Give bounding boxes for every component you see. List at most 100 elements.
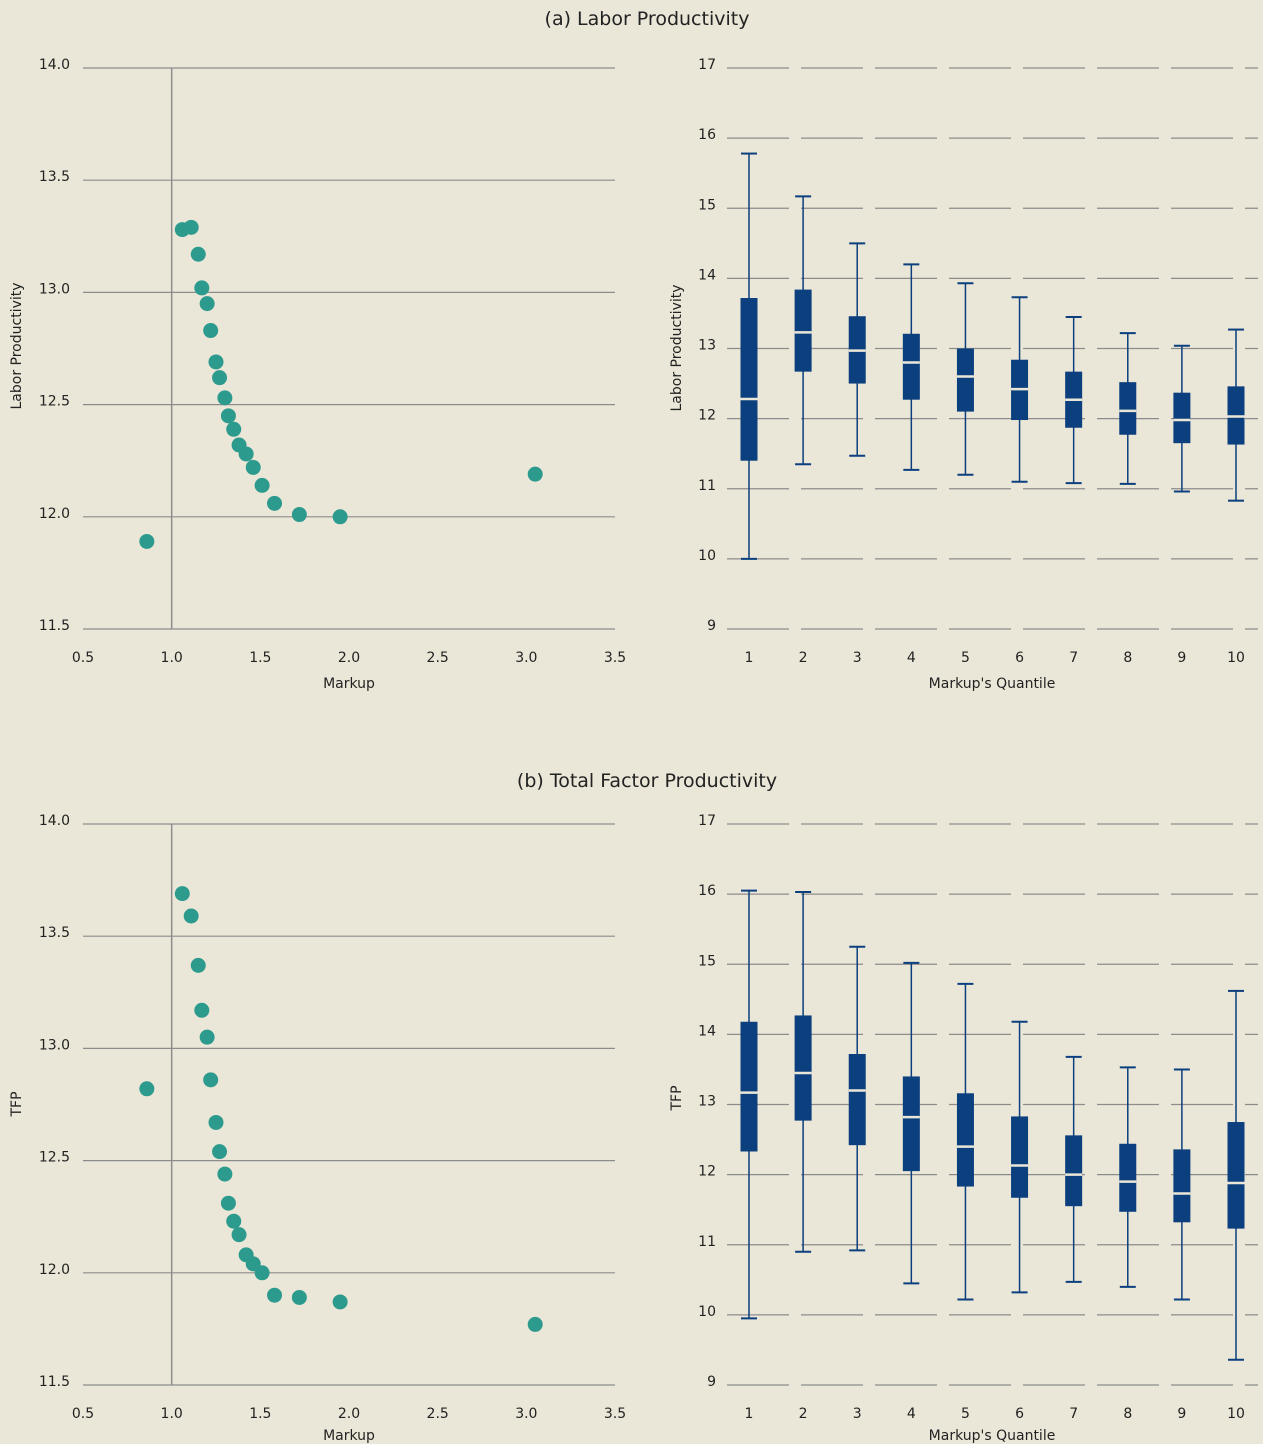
y-tick-label: 14 [698,1023,716,1039]
box-7 [1065,317,1082,483]
y-tick-label: 17 [698,813,716,829]
scatter-point [528,467,543,482]
x-tick-label: 2.5 [427,650,449,666]
y-tick-label: 14.0 [39,813,70,829]
panel-title-b: (b) Total Factor Productivity [517,770,777,792]
scatter-point [221,1196,236,1211]
box-body [1173,1149,1190,1222]
y-tick-label: 13.0 [39,1037,70,1053]
y-axis-label: Labor Productivity [669,284,685,411]
y-tick-label: 12 [698,408,716,424]
scatter-point [226,1214,241,1229]
y-tick-label: 12.5 [39,394,70,410]
box-body [1228,1122,1245,1229]
y-tick-label: 13.0 [39,281,70,297]
y-axis-label: TFP [9,1091,25,1117]
y-axis-label: Labor Productivity [9,282,25,409]
scatter-chart-labor-productivity: Markup Labor Productivity 11.5 12.0 12.5 13… [9,57,626,692]
y-axis-label: TFP [669,1085,685,1111]
scatter-point [203,1072,218,1087]
x-tick-label: 3.0 [515,1406,537,1422]
scatter-point [139,1081,154,1096]
scatter-point [217,390,232,405]
y-tick-label: 9 [707,618,716,634]
x-tick-label: 1.0 [161,1406,183,1422]
scatter-point [255,478,270,493]
y-tick-label: 12.0 [39,506,70,522]
scatter-point [239,446,254,461]
x-tick-label: 1.5 [249,650,271,666]
box-10 [1228,330,1245,501]
x-tick-label: 2.5 [427,1406,449,1422]
x-tick-label: 2 [799,650,808,666]
scatter-chart-tfp: Markup TFP 11.5 12.0 12.5 13.0 13.5 14.0 0.5 1.… [9,813,626,1444]
scatter-point [184,220,199,235]
x-tick-label: 4 [907,1406,916,1422]
scatter-point [194,280,209,295]
panel-title-a: (a) Labor Productivity [545,8,750,30]
scatter-point [200,1030,215,1045]
box-body [903,1076,920,1171]
scatter-point [200,296,215,311]
box-2 [795,196,812,464]
scatter-point [212,370,227,385]
scatter-point [528,1317,543,1332]
scatter-point [267,496,282,511]
y-tick-label: 13 [698,338,716,354]
scatter-point [209,354,224,369]
y-tick-label: 10 [698,548,716,564]
scatter-point [209,1115,224,1130]
box-body [849,1054,866,1145]
y-tick-label: 12.5 [39,1150,70,1166]
x-tick-label: 5 [961,1406,970,1422]
x-axis-label: Markup [323,676,375,692]
x-tick-label: 7 [1069,1406,1078,1422]
x-tick-label: 3.5 [604,1406,626,1422]
box-7 [1065,1057,1082,1282]
box-body [1173,393,1190,443]
y-tick-label: 14.0 [39,57,70,73]
x-tick-label: 6 [1015,1406,1024,1422]
x-axis-label: Markup [323,1428,375,1444]
x-tick-label: 0.5 [72,650,94,666]
x-tick-label: 1.0 [161,650,183,666]
box-8 [1119,1067,1136,1286]
y-tick-label: 15 [698,953,716,969]
y-tick-label: 12 [698,1164,716,1180]
box-body [903,334,920,400]
x-axis-label: Markup's Quantile [929,1428,1056,1444]
box-5 [957,984,974,1300]
x-tick-label: 3.0 [515,650,537,666]
x-tick-label: 2.0 [338,650,360,666]
scatter-point [191,247,206,262]
box-body [795,290,812,372]
y-tick-label: 13.5 [39,925,70,941]
box-body [1011,1116,1028,1197]
x-tick-label: 3 [853,650,862,666]
y-tick-label: 11 [698,478,716,494]
x-axis-label: Markup's Quantile [929,676,1056,692]
scatter-point [232,1227,247,1242]
box-chart-tfp: Markup's Quantile TFP 910111213141516171… [669,813,1258,1444]
y-tick-label: 11.5 [39,1374,70,1390]
scatter-point [203,323,218,338]
y-tick-label: 15 [698,197,716,213]
y-tick-label: 14 [698,267,716,283]
y-tick-label: 16 [698,883,716,899]
scatter-point [226,422,241,437]
scatter-point [292,507,307,522]
box-body [1065,1135,1082,1206]
y-tick-label: 11 [698,1234,716,1250]
box-3 [849,947,866,1251]
x-tick-label: 8 [1123,1406,1132,1422]
y-tick-label: 11.5 [39,618,70,634]
y-tick-label: 13.5 [39,169,70,185]
scatter-point [221,408,236,423]
scatter-point [194,1003,209,1018]
y-tick-label: 13 [698,1094,716,1110]
x-tick-label: 7 [1069,650,1078,666]
x-tick-label: 6 [1015,650,1024,666]
box-chart-labor-productivity: Markup's Quantile Labor Productivity 9 10… [669,57,1258,692]
scatter-point [333,1294,348,1309]
